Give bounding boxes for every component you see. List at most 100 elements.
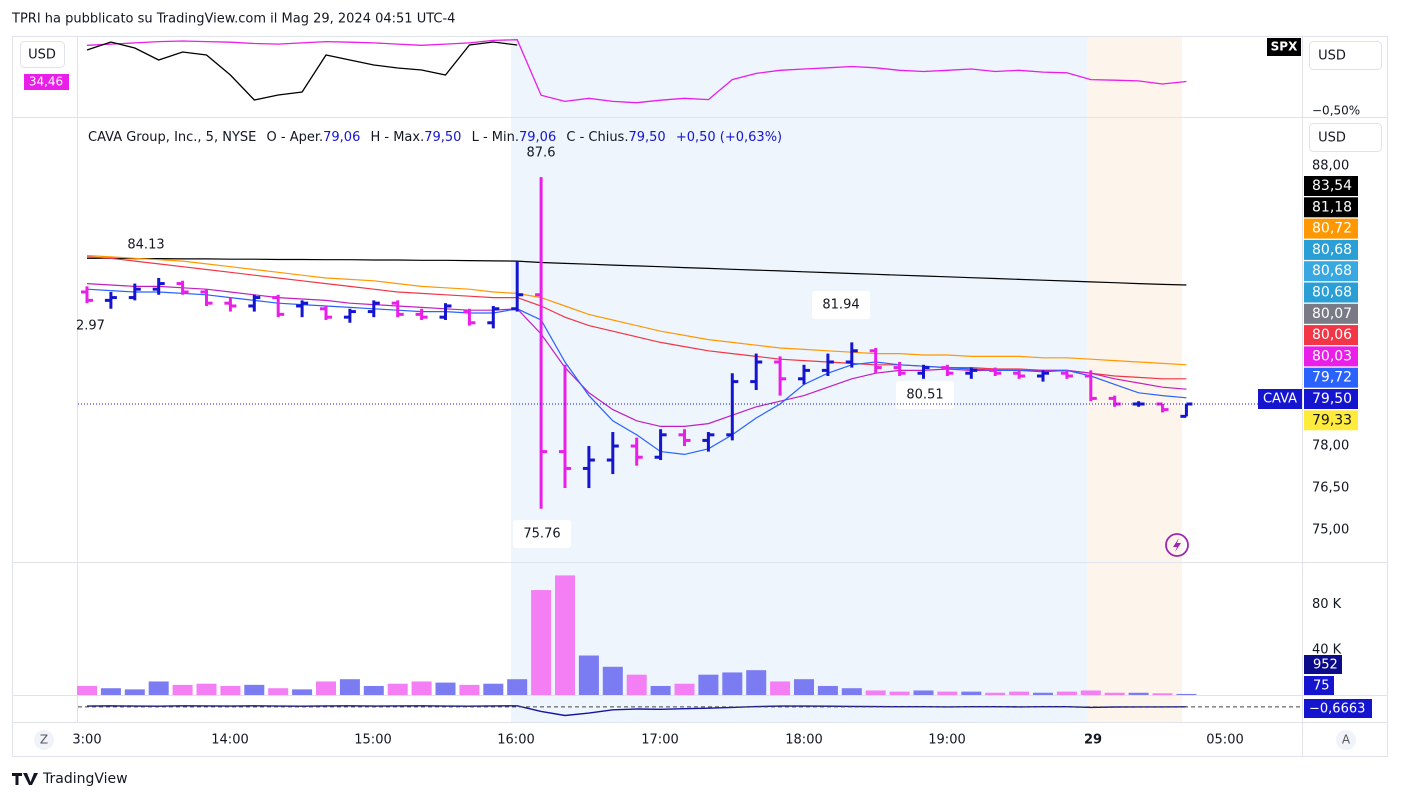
x-tick-label: 19:00 xyxy=(928,733,965,748)
volume-bar xyxy=(1152,693,1173,695)
currency-label: USD xyxy=(28,48,56,63)
volume-bar xyxy=(220,685,241,695)
event-icon[interactable] xyxy=(1165,533,1189,557)
y-tick-label: 88,00 xyxy=(1312,158,1349,173)
currency-button[interactable] xyxy=(20,41,65,68)
legend-label: C - Chius. xyxy=(566,130,628,145)
y-tick-label: 78,00 xyxy=(1312,439,1349,454)
volume-bar xyxy=(937,691,958,695)
annotation-bg xyxy=(513,520,571,548)
x-tick-label: 18:00 xyxy=(785,733,822,748)
volume-bar xyxy=(626,674,647,695)
annotation: 75.76 xyxy=(523,527,560,542)
price-badge xyxy=(1304,346,1358,367)
compare-symbol: SPX xyxy=(1271,40,1298,54)
price-badge xyxy=(1304,389,1358,409)
price-badge xyxy=(1304,197,1358,218)
price-badge-label: 79,72 xyxy=(1312,370,1352,386)
scale-button[interactable] xyxy=(1336,730,1356,750)
currency-label: USD xyxy=(1318,131,1346,146)
volume-badge-label: 952 xyxy=(1313,658,1338,673)
volume-bar xyxy=(674,683,695,695)
volume-ma-badge xyxy=(1304,676,1334,695)
price-badge xyxy=(1304,410,1358,431)
compare-symbol-badge xyxy=(1267,38,1301,56)
volume-bar xyxy=(650,685,671,695)
currency-label: USD xyxy=(1318,49,1346,64)
brand: TradingView xyxy=(42,771,128,787)
moving-average xyxy=(86,256,1187,380)
volume-bar xyxy=(746,670,767,695)
moving-average xyxy=(86,254,1187,366)
volume-bar xyxy=(770,681,791,695)
osc-badge-label: −0,6663 xyxy=(1309,702,1365,717)
legend-value: 79,50 xyxy=(424,130,461,145)
scale-button[interactable] xyxy=(34,730,54,750)
price-badge xyxy=(1304,325,1358,346)
volume-bar xyxy=(913,690,934,695)
legend-label: H - Max. xyxy=(370,130,424,145)
volume-bar xyxy=(1009,691,1030,695)
price-badge-label: 80,68 xyxy=(1312,263,1352,279)
price-badge xyxy=(1304,239,1358,260)
price-badge-label: 80,03 xyxy=(1312,348,1352,364)
x-tick-label: 3:00 xyxy=(72,733,101,748)
volume-bar xyxy=(794,679,814,695)
compare-line xyxy=(86,41,518,101)
scale-button-label: Z xyxy=(40,733,48,747)
volume-tick-label: 40 K xyxy=(1312,642,1342,657)
volume-bar xyxy=(507,679,528,695)
price-badge xyxy=(1304,176,1358,196)
volume-bar xyxy=(1128,692,1149,695)
currency-button[interactable] xyxy=(1309,123,1382,152)
currency-button[interactable] xyxy=(1309,41,1382,70)
volume-bar xyxy=(698,674,719,695)
price-badge-label: 79,50 xyxy=(1312,391,1352,407)
x-tick-label: 14:00 xyxy=(211,733,248,748)
volume-bar xyxy=(841,688,862,695)
event-icon-bolt xyxy=(1173,538,1181,552)
x-tick-label: 15:00 xyxy=(354,733,391,748)
volume-bar xyxy=(268,688,289,695)
volume-bar xyxy=(1080,690,1101,695)
price-badge xyxy=(1304,282,1358,303)
legend-change: +0,50 (+0,63%) xyxy=(676,130,782,145)
volume-bar xyxy=(1033,692,1053,695)
compare-line xyxy=(86,39,1187,104)
price-badge-label: 80,68 xyxy=(1312,242,1352,258)
scale-button-label: A xyxy=(1342,733,1351,747)
moving-average xyxy=(87,257,1187,286)
volume-bar xyxy=(483,683,504,695)
symbol-badge xyxy=(1258,389,1302,409)
volume-bar xyxy=(339,679,360,695)
price-badge xyxy=(1304,367,1358,388)
price-badge-label: 81,18 xyxy=(1312,199,1352,215)
legend-label: L - Min. xyxy=(472,130,519,145)
volume-bar xyxy=(244,684,265,695)
compare-badge xyxy=(24,74,69,90)
volume-bar xyxy=(387,683,408,695)
symbol-badge-label: CAVA xyxy=(1263,392,1297,407)
volume-bar xyxy=(817,685,838,695)
annotation: 87.6 xyxy=(527,146,556,161)
volume-bar xyxy=(1056,691,1077,695)
price-badge-label: 80,72 xyxy=(1312,221,1352,237)
volume-bar xyxy=(889,691,910,695)
price-badge-label: 80,06 xyxy=(1312,327,1352,343)
y-tick-label: 76,50 xyxy=(1312,481,1349,496)
volume-bar xyxy=(578,655,599,695)
volume-bar xyxy=(531,590,552,695)
volume-bar xyxy=(77,685,97,695)
volume-bar xyxy=(411,681,432,695)
y-tick-label: 75,00 xyxy=(1312,523,1349,538)
compare-tick-label: −0,50% xyxy=(1312,103,1360,117)
x-tick-label: 29 xyxy=(1084,733,1102,748)
annotation-bg xyxy=(812,291,870,319)
volume-bar xyxy=(555,575,575,695)
legend-label: O - Aper. xyxy=(267,130,324,145)
volume-bar xyxy=(292,689,313,695)
legend-value: 79,06 xyxy=(323,130,360,145)
osc-badge xyxy=(1304,699,1372,718)
volume-bar xyxy=(1104,692,1125,695)
